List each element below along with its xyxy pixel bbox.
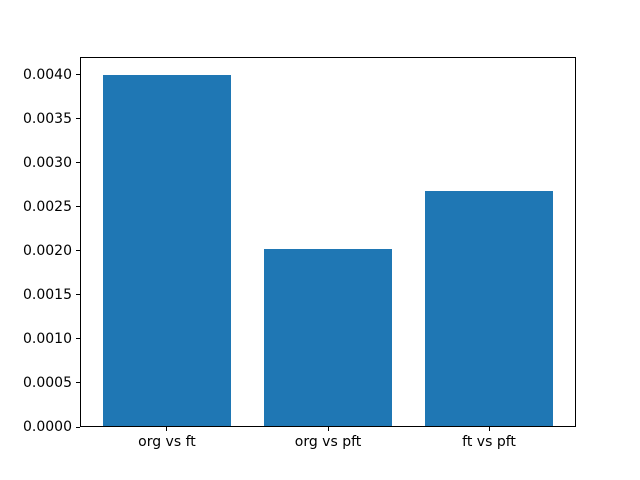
y-tick-mark (76, 74, 80, 76)
y-tick-label: 0.0040 (23, 66, 72, 83)
bar-org-vs-ft (102, 74, 232, 427)
y-tick-mark (76, 338, 80, 340)
y-tick-mark (76, 294, 80, 296)
y-tick-label: 0.0020 (23, 242, 72, 259)
bar-ft-vs-pft (424, 190, 554, 427)
y-tick-mark (76, 426, 80, 428)
y-tick-label: 0.0005 (23, 374, 72, 391)
y-tick-mark (76, 162, 80, 164)
y-tick-label: 0.0000 (23, 419, 72, 435)
y-tick-mark (76, 206, 80, 208)
x-tick-label: org vs pft (294, 434, 362, 450)
y-tick-mark (76, 382, 80, 384)
x-tick-mark (327, 427, 329, 431)
x-tick-mark (488, 427, 490, 431)
y-tick-mark (76, 118, 80, 120)
x-tick-label: ft vs pft (462, 434, 516, 450)
bar-org-vs-pft (263, 249, 393, 427)
y-tick-label: 0.0035 (23, 110, 72, 127)
y-tick-label: 0.0025 (23, 198, 72, 215)
y-tick-mark (76, 250, 80, 252)
x-tick-label: org vs ft (138, 434, 196, 450)
x-tick-mark (166, 427, 168, 431)
y-tick-label: 0.0030 (23, 154, 72, 171)
y-tick-label: 0.0015 (23, 286, 72, 303)
y-tick-label: 0.0010 (23, 330, 72, 347)
